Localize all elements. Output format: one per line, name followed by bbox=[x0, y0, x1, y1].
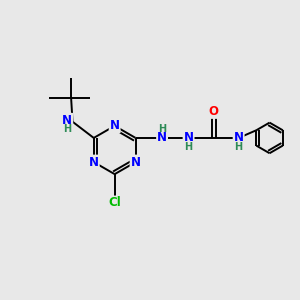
Text: Cl: Cl bbox=[108, 196, 121, 209]
Text: N: N bbox=[130, 156, 141, 169]
Text: N: N bbox=[110, 119, 120, 132]
Text: H: H bbox=[158, 124, 166, 134]
Text: N: N bbox=[184, 131, 194, 144]
Text: H: H bbox=[184, 142, 193, 152]
Text: H: H bbox=[63, 124, 71, 134]
Text: H: H bbox=[235, 142, 243, 152]
Text: O: O bbox=[208, 105, 219, 118]
Text: N: N bbox=[234, 131, 244, 144]
Text: N: N bbox=[89, 156, 99, 169]
Text: N: N bbox=[62, 114, 72, 127]
Text: N: N bbox=[157, 131, 167, 144]
